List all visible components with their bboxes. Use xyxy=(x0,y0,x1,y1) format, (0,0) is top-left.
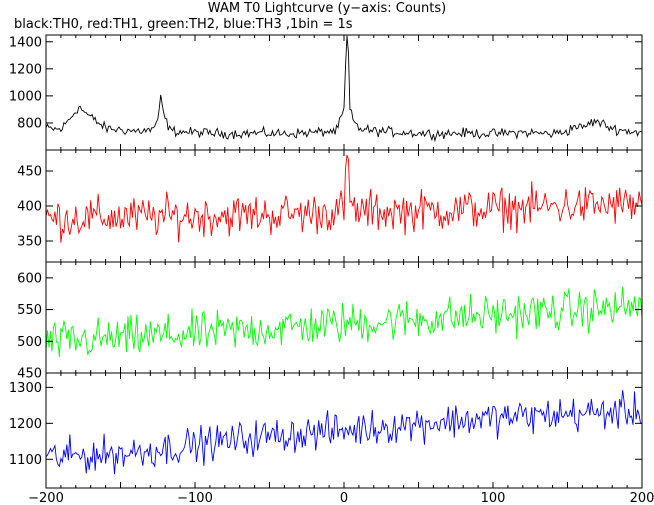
y-tick-label: 800 xyxy=(17,116,42,131)
x-tick-label: 100 xyxy=(481,491,506,505)
y-tick-label: 350 xyxy=(17,235,42,250)
y-tick-label: 1100 xyxy=(9,453,42,468)
x-tick-label: −200 xyxy=(28,491,64,505)
panel-th3: 1100 1200 1300 xyxy=(9,372,643,489)
y-tick-label: 1300 xyxy=(9,381,42,396)
y-tick-label: 450 xyxy=(17,367,42,382)
y-tick-label: 1000 xyxy=(9,89,42,104)
x-tick-label: −100 xyxy=(177,491,213,505)
panel-frame xyxy=(45,372,643,489)
series-line-th3 xyxy=(46,390,642,475)
panel-frame xyxy=(45,34,643,151)
y-tick-label: 400 xyxy=(17,200,42,215)
y-tick-label: 600 xyxy=(17,271,42,286)
y-tick-label: 500 xyxy=(17,335,42,350)
y-tick-label: 1400 xyxy=(9,35,42,50)
series-line-th1 xyxy=(46,154,642,243)
x-tick-label: 0 xyxy=(340,491,348,505)
panel-th1: 350 400 450 xyxy=(17,149,643,263)
y-tick-label: 450 xyxy=(17,165,42,180)
y-tick-label: 1200 xyxy=(9,417,42,432)
series-line-th2 xyxy=(46,286,642,358)
y-tick-label: 550 xyxy=(17,303,42,318)
x-tick-label: 200 xyxy=(630,491,654,505)
panel-th2: 450 500 550 600 xyxy=(17,261,643,382)
y-tick-label: 1200 xyxy=(9,62,42,77)
panel-th0: 800 1000 1200 1400 xyxy=(9,34,643,151)
chart-subtitle: black:TH0, red:TH1, green:TH2, blue:TH3 … xyxy=(14,17,353,32)
series-line-th0 xyxy=(46,35,642,143)
chart-title: WAM T0 Lightcurve (y−axis: Counts) xyxy=(207,1,447,16)
